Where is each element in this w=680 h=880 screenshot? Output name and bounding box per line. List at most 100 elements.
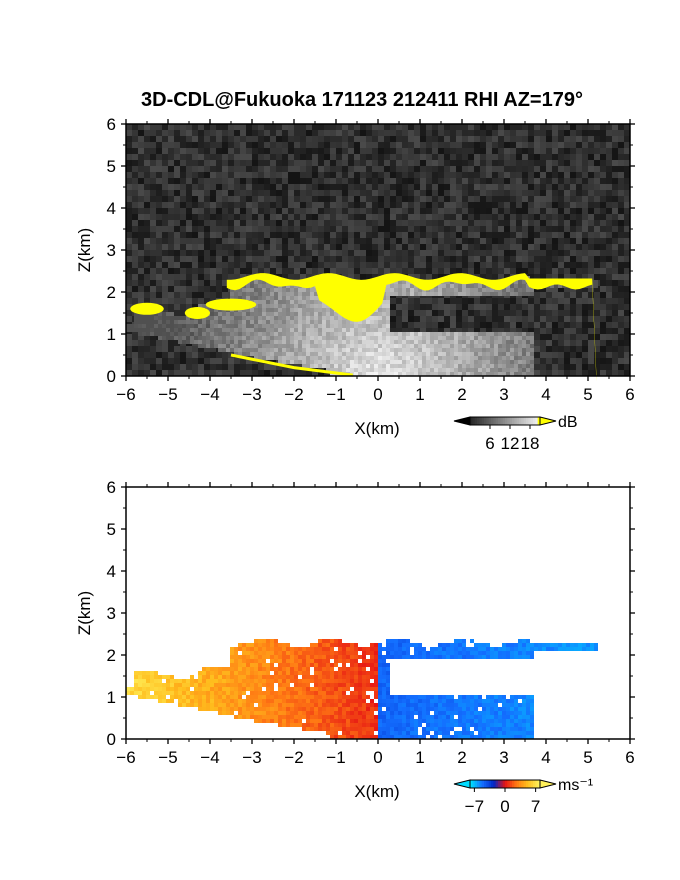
noise-cell: [354, 244, 360, 250]
echo-cell: [174, 316, 178, 320]
echo-cell: [426, 292, 430, 296]
echo-cell: [262, 280, 266, 284]
noise-cell: [384, 190, 390, 196]
noise-cell: [474, 184, 480, 190]
echo-cell: [406, 356, 410, 360]
echo-cell: [374, 312, 378, 316]
noise-cell: [432, 328, 438, 334]
noise-cell: [324, 196, 330, 202]
noise-cell: [324, 208, 330, 214]
noise-cell: [504, 154, 510, 160]
echo-cell: [470, 340, 474, 344]
noise-cell: [618, 196, 624, 202]
noise-cell: [612, 190, 618, 196]
noise-cell: [192, 214, 198, 220]
noise-cell: [180, 346, 186, 352]
noise-cell: [126, 280, 132, 286]
echo-cell: [398, 340, 402, 344]
noise-cell: [216, 262, 222, 268]
echo-cell: [326, 356, 330, 360]
noise-cell: [288, 154, 294, 160]
noise-cell: [552, 352, 558, 358]
noise-cell: [414, 154, 420, 160]
noise-cell: [216, 256, 222, 262]
noise-cell: [192, 304, 198, 310]
noise-cell: [168, 130, 174, 136]
noise-cell: [282, 184, 288, 190]
noise-cell: [570, 322, 576, 328]
noise-cell: [540, 202, 546, 208]
echo-cell: [466, 284, 470, 288]
noise-cell: [516, 202, 522, 208]
echo-cell: [406, 348, 410, 352]
echo-cell: [206, 340, 210, 344]
noise-cell: [588, 262, 594, 268]
noise-cell: [612, 202, 618, 208]
noise-cell: [432, 190, 438, 196]
echo-cell: [518, 344, 522, 348]
noise-cell: [480, 298, 486, 304]
noise-cell: [300, 274, 306, 280]
noise-cell: [462, 304, 468, 310]
noise-cell: [564, 208, 570, 214]
echo-cell: [474, 288, 478, 292]
noise-cell: [462, 136, 468, 142]
noise-cell: [570, 346, 576, 352]
echo-cell: [346, 356, 350, 360]
noise-cell: [576, 328, 582, 334]
echo-cell: [138, 320, 142, 324]
noise-cell: [504, 124, 510, 130]
noise-cell: [240, 262, 246, 268]
noise-cell: [168, 214, 174, 220]
noise-cell: [132, 172, 138, 178]
echo-cell: [146, 320, 150, 324]
noise-cell: [300, 130, 306, 136]
figure-title: 3D-CDL@Fukuoka 171123 212411 RHI AZ=179°: [141, 89, 583, 111]
noise-cell: [510, 154, 516, 160]
noise-cell: [516, 316, 522, 322]
noise-cell: [240, 142, 246, 148]
noise-cell: [318, 154, 324, 160]
noise-cell: [246, 130, 252, 136]
noise-cell: [162, 130, 168, 136]
noise-cell: [438, 298, 444, 304]
noise-cell: [576, 232, 582, 238]
noise-cell: [240, 274, 246, 280]
noise-cell: [198, 154, 204, 160]
echo-cell: [378, 312, 382, 316]
echo-cell: [458, 292, 462, 296]
noise-cell: [534, 352, 540, 358]
noise-cell: [576, 316, 582, 322]
noise-cell: [348, 262, 354, 268]
noise-cell: [300, 196, 306, 202]
noise-cell: [246, 214, 252, 220]
noise-cell: [450, 232, 456, 238]
noise-cell: [486, 184, 492, 190]
noise-cell: [426, 322, 432, 328]
noise-cell: [240, 172, 246, 178]
noise-cell: [330, 232, 336, 238]
echo-cell: [366, 328, 370, 332]
echo-cell: [378, 328, 382, 332]
noise-cell: [156, 226, 162, 232]
noise-cell: [402, 238, 408, 244]
noise-cell: [516, 166, 522, 172]
noise-cell: [372, 160, 378, 166]
echo-cell: [482, 288, 486, 292]
noise-cell: [162, 274, 168, 280]
noise-cell: [132, 262, 138, 268]
noise-cell: [474, 178, 480, 184]
noise-cell: [384, 136, 390, 142]
noise-cell: [246, 136, 252, 142]
noise-cell: [528, 298, 534, 304]
noise-cell: [402, 136, 408, 142]
noise-cell: [606, 136, 612, 142]
noise-cell: [276, 232, 282, 238]
echo-cell: [194, 336, 198, 340]
noise-cell: [198, 196, 204, 202]
echo-cell: [406, 332, 410, 336]
noise-cell: [444, 268, 450, 274]
noise-cell: [306, 238, 312, 244]
echo-cell: [298, 344, 302, 348]
noise-cell: [486, 268, 492, 274]
